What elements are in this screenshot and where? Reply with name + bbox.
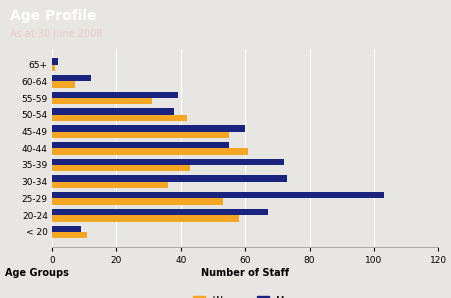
Bar	[52, 148, 248, 155]
Bar	[52, 75, 90, 81]
Bar	[52, 142, 229, 148]
Bar	[52, 108, 174, 115]
Bar	[52, 65, 55, 71]
Bar	[52, 182, 168, 188]
Bar	[52, 232, 87, 238]
Bar	[52, 165, 190, 171]
Bar	[52, 198, 222, 205]
Bar	[52, 192, 383, 198]
Bar	[52, 131, 229, 138]
Text: Age Groups: Age Groups	[5, 268, 68, 278]
Bar	[52, 215, 238, 222]
Bar	[52, 209, 267, 215]
Bar	[52, 98, 152, 104]
Bar	[52, 115, 187, 121]
Bar	[52, 81, 74, 88]
Bar	[52, 159, 283, 165]
X-axis label: Number of Staff: Number of Staff	[201, 268, 289, 278]
Text: As at 30 June 2008: As at 30 June 2008	[10, 30, 102, 39]
Bar	[52, 58, 58, 65]
Bar	[52, 176, 286, 182]
Bar	[52, 92, 177, 98]
Bar	[52, 226, 81, 232]
Legend: Women, Men: Women, Men	[189, 292, 300, 298]
Bar	[52, 125, 244, 131]
Text: Age Profile: Age Profile	[10, 9, 96, 23]
